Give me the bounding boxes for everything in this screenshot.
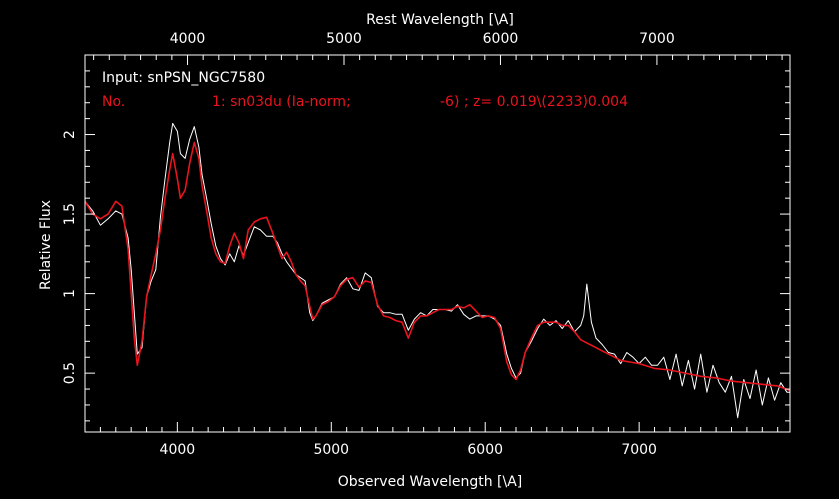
x-tick-label-bottom: 4000 — [160, 442, 196, 458]
match-template-label: 1: sn03du (Ia-norm; — [212, 94, 351, 110]
y-tick-label: 1 — [62, 289, 78, 298]
x-axis-title-top: Rest Wavelength [\A] — [366, 12, 514, 28]
x-tick-label-top: 4000 — [170, 31, 206, 47]
match-phase-redshift-label: -6) ; z= 0.019\(2233)0.004 — [440, 94, 628, 110]
x-tick-label-bottom: 7000 — [621, 442, 657, 458]
y-tick-label: 0.5 — [62, 362, 78, 384]
y-axis-title: Relative Flux — [38, 200, 54, 290]
match-number-label: No. — [102, 94, 125, 110]
input-annotation: Input: snPSN_NGC7580 — [102, 70, 265, 86]
observed-spectrum-line — [85, 122, 790, 419]
template-spectrum-line — [85, 141, 790, 392]
x-axis-title-bottom: Observed Wavelength [\A] — [338, 474, 523, 490]
x-tick-label-bottom: 5000 — [313, 442, 349, 458]
x-tick-label-bottom: 6000 — [467, 442, 503, 458]
x-tick-label-top: 7000 — [639, 31, 675, 47]
y-tick-label: 1.5 — [62, 203, 78, 225]
y-tick-label: 2 — [62, 130, 78, 139]
x-tick-label-top: 5000 — [326, 31, 362, 47]
x-tick-label-top: 6000 — [483, 31, 519, 47]
